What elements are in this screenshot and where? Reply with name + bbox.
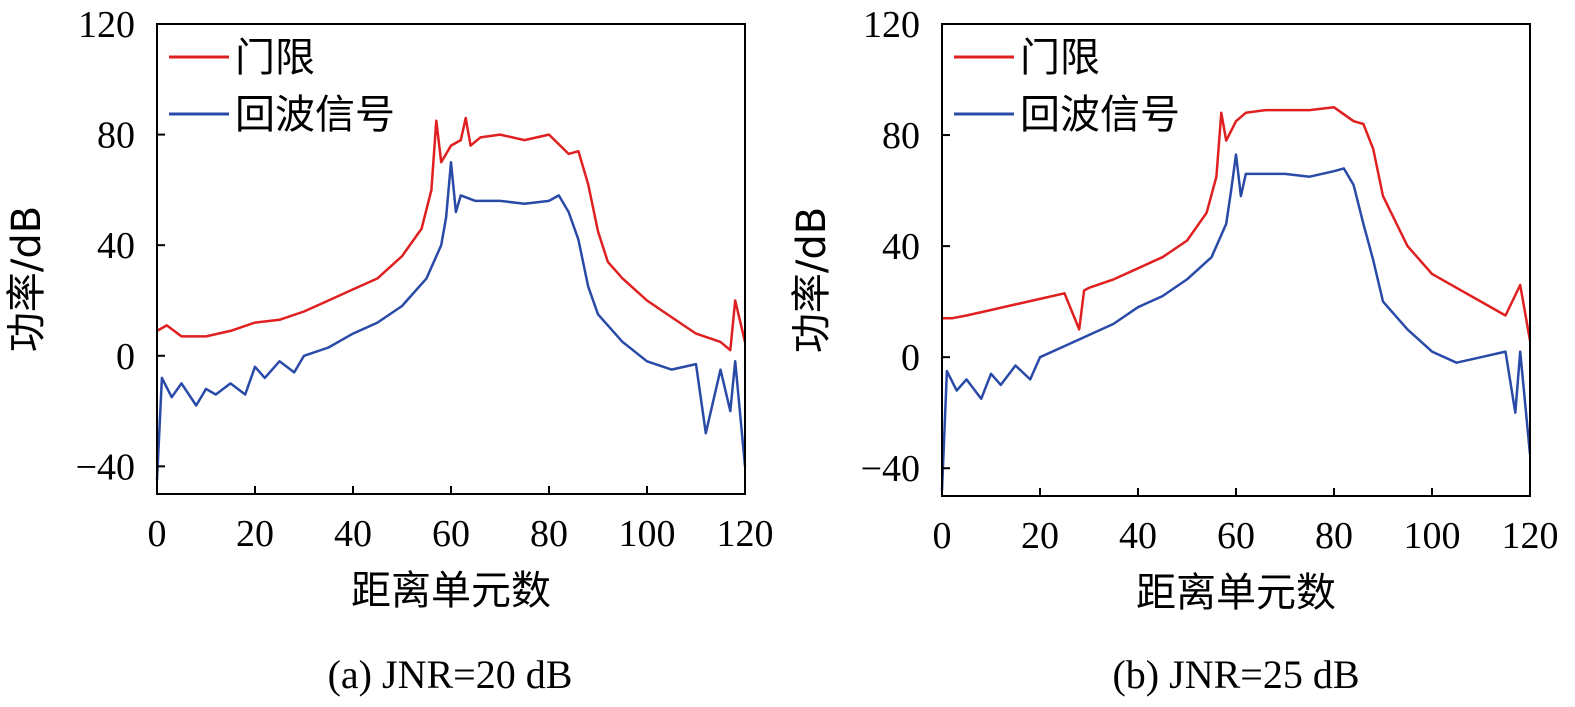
y-tick-label: −40: [76, 446, 135, 488]
x-tick-label: 80: [530, 513, 568, 555]
series-line-echo: [940, 153, 1532, 491]
legend-label: 门限: [235, 35, 315, 81]
x-tick-label: 100: [619, 513, 676, 555]
legend-label: 门限: [1020, 35, 1100, 81]
x-tick-label: 120: [1502, 515, 1559, 557]
x-tick-label: 80: [1315, 515, 1353, 557]
x-tick-label: 60: [432, 513, 470, 555]
legend-label: 回波信号: [1020, 92, 1180, 138]
x-axis-title: 距离单元数: [1136, 570, 1336, 616]
y-tick-label: 40: [97, 225, 135, 267]
y-tick-label: 80: [97, 115, 135, 157]
y-tick-label: 40: [882, 226, 920, 268]
y-axis-title: 功率/dB: [789, 207, 835, 353]
x-tick-label: 100: [1404, 515, 1461, 557]
x-tick-label: 120: [717, 513, 774, 555]
x-tick-label: 20: [1021, 515, 1059, 557]
chart-caption: (a) JNR=20 dB: [328, 652, 573, 697]
series-line-threshold: [156, 116, 747, 352]
x-tick-label: 40: [1119, 515, 1157, 557]
x-tick-label: 20: [236, 513, 274, 555]
x-tick-label: 0: [148, 513, 167, 555]
y-tick-label: −40: [861, 448, 920, 490]
chart-caption: (b) JNR=25 dB: [1112, 652, 1359, 697]
x-tick-label: 60: [1217, 515, 1255, 557]
y-axis-title: 功率/dB: [4, 206, 50, 352]
x-axis-title: 距离单元数: [351, 568, 551, 614]
y-tick-label: 0: [116, 336, 135, 378]
series-line-echo: [155, 160, 747, 481]
y-tick-label: 120: [863, 4, 920, 46]
x-tick-label: 0: [933, 515, 952, 557]
y-tick-label: 80: [882, 115, 920, 157]
x-tick-label: 40: [334, 513, 372, 555]
y-tick-label: 0: [901, 337, 920, 379]
series-line-threshold: [942, 106, 1532, 341]
legend-label: 回波信号: [235, 92, 395, 138]
y-tick-label: 120: [78, 4, 135, 46]
